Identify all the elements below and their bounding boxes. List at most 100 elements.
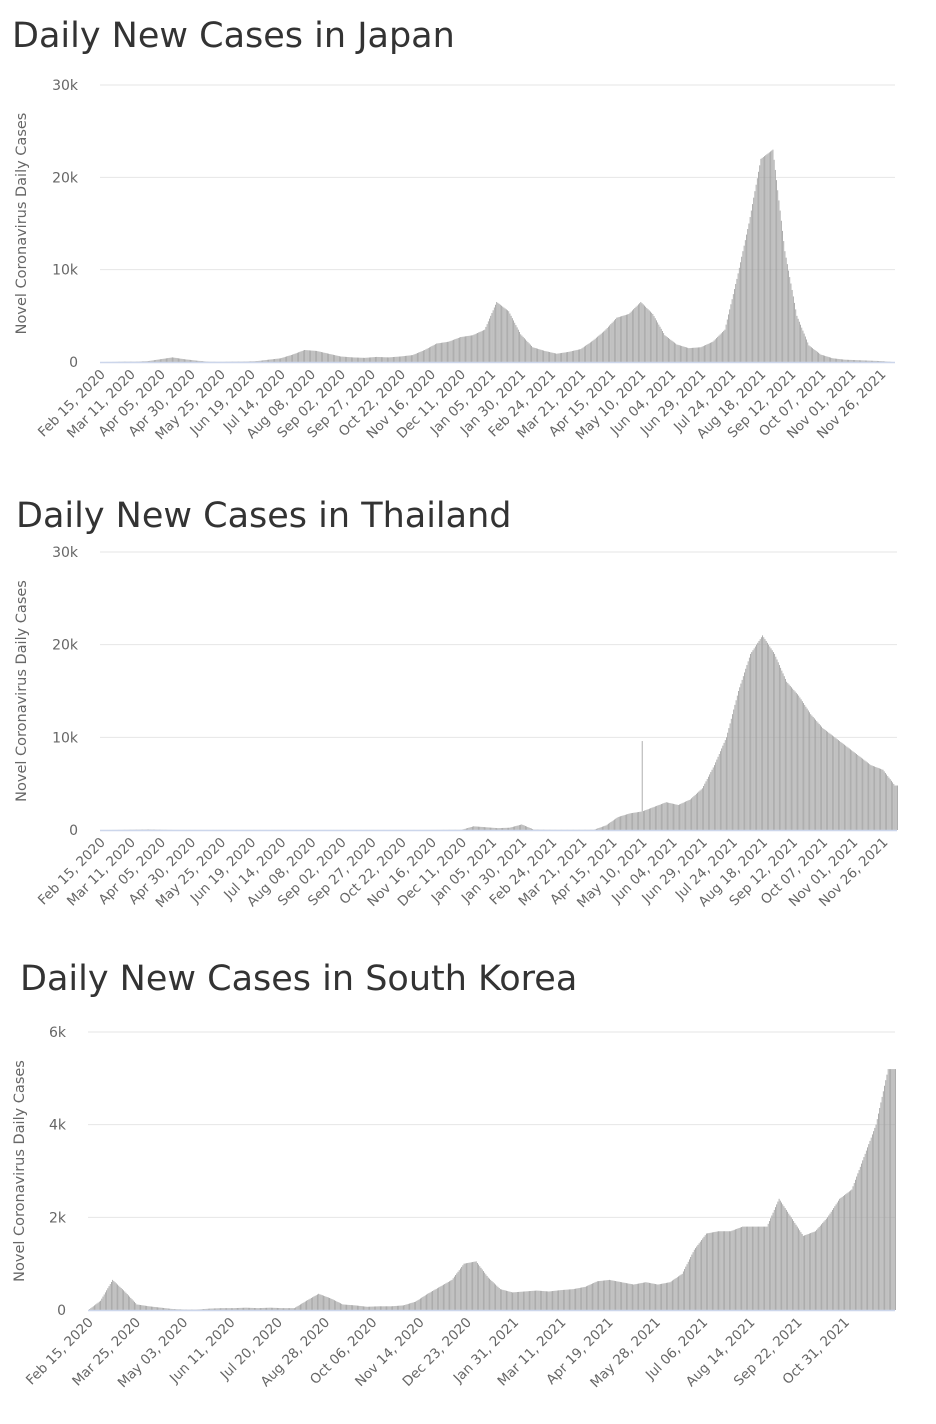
bar xyxy=(754,191,756,362)
bar xyxy=(766,1226,768,1310)
bar xyxy=(636,305,638,362)
bar xyxy=(174,357,176,362)
bar xyxy=(417,353,418,362)
bar xyxy=(523,338,525,362)
bar xyxy=(623,315,625,362)
bar xyxy=(270,1307,272,1310)
bar xyxy=(284,1308,286,1310)
bar xyxy=(722,1231,724,1310)
bar xyxy=(604,330,606,362)
bar xyxy=(261,1308,263,1310)
bar xyxy=(342,1304,344,1310)
bar xyxy=(337,1302,339,1310)
bar xyxy=(815,350,817,362)
bar xyxy=(550,1291,552,1310)
bar xyxy=(690,1256,692,1310)
bar xyxy=(680,803,682,830)
bar xyxy=(526,826,528,830)
bar xyxy=(497,1286,499,1310)
bar xyxy=(275,358,277,362)
bar xyxy=(646,307,648,362)
bar xyxy=(499,828,501,830)
bar xyxy=(674,1278,676,1310)
bar xyxy=(884,1085,885,1310)
bar xyxy=(534,347,536,362)
bar xyxy=(821,1224,822,1310)
bar xyxy=(688,799,690,830)
bar xyxy=(482,827,484,830)
bar xyxy=(405,1304,407,1310)
bar xyxy=(269,1307,271,1310)
bar xyxy=(682,1271,684,1310)
bar xyxy=(828,1215,830,1310)
bar xyxy=(140,1305,141,1310)
bar xyxy=(535,348,537,362)
bar xyxy=(410,1303,412,1310)
bar xyxy=(804,704,806,830)
bar xyxy=(179,358,181,362)
bar xyxy=(470,827,472,830)
bar xyxy=(483,1271,484,1310)
bar xyxy=(766,154,768,362)
bar xyxy=(524,825,526,830)
bar xyxy=(877,767,879,830)
bar xyxy=(780,220,782,362)
y-tick-label: 2k xyxy=(49,1210,67,1226)
bar xyxy=(569,1289,570,1310)
bar xyxy=(406,355,408,362)
bar xyxy=(546,351,548,362)
bar xyxy=(237,1308,238,1310)
bar xyxy=(750,653,751,830)
bar xyxy=(390,357,392,362)
bar xyxy=(432,345,434,362)
bar xyxy=(678,345,680,362)
bar xyxy=(892,782,894,830)
bar xyxy=(855,1179,856,1310)
bar xyxy=(474,334,476,362)
bar xyxy=(876,360,878,362)
bar xyxy=(546,1291,547,1310)
bar xyxy=(750,1226,752,1310)
bar xyxy=(251,1307,253,1310)
bar xyxy=(221,1308,223,1310)
bar xyxy=(352,357,354,362)
bar xyxy=(609,822,611,830)
bar xyxy=(533,347,535,362)
bar xyxy=(703,1236,705,1310)
bar xyxy=(307,1300,309,1310)
bar xyxy=(710,772,712,830)
bar xyxy=(389,357,391,362)
bar xyxy=(683,346,685,362)
bar xyxy=(682,802,684,830)
bar xyxy=(617,317,619,362)
bar xyxy=(843,359,845,362)
bar xyxy=(241,1307,243,1310)
bar xyxy=(644,810,646,830)
bar xyxy=(622,815,624,830)
bar xyxy=(628,813,630,830)
bar xyxy=(95,1304,97,1310)
bar xyxy=(523,1291,524,1310)
bar xyxy=(505,827,507,830)
bar xyxy=(496,301,498,362)
bar xyxy=(803,333,805,362)
bar xyxy=(895,1069,896,1310)
bar xyxy=(485,827,487,830)
bar xyxy=(520,334,522,362)
bar xyxy=(705,1233,707,1310)
bar xyxy=(332,354,334,362)
bar xyxy=(414,354,416,362)
bar xyxy=(154,1306,156,1310)
bar xyxy=(496,828,497,830)
bar xyxy=(874,766,875,830)
bar xyxy=(842,743,844,830)
bar xyxy=(393,1306,395,1310)
bar xyxy=(394,1306,396,1310)
bar xyxy=(714,339,716,362)
bar xyxy=(562,352,564,362)
bar xyxy=(200,1309,202,1310)
bar xyxy=(513,1292,515,1310)
bar xyxy=(180,358,182,362)
bar xyxy=(766,642,768,830)
